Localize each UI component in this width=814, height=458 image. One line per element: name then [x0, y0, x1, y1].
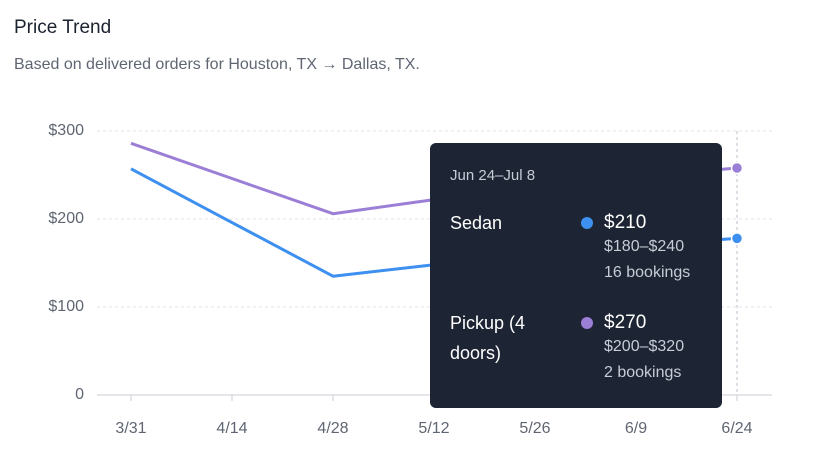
x-tick-label: 4/28: [317, 420, 348, 437]
y-tick-label: 0: [75, 386, 84, 403]
tooltip-series: Pickup (4 doors): [450, 313, 526, 363]
tooltip: Jun 24–Jul 8 Sedan $210 $180–$240 16 bookin…: [430, 143, 722, 408]
x-tick-label: 5/26: [519, 420, 550, 437]
chart-subtitle: Based on delivered orders for Houston, T…: [14, 56, 420, 73]
tooltip-count: 16 bookings: [604, 264, 691, 281]
chart-title: Price Trend: [14, 17, 112, 38]
tooltip-series: Sedan: [450, 213, 503, 233]
x-tick-label: 6/9: [625, 420, 647, 437]
x-tick-label: 6/24: [721, 420, 752, 437]
x-tick-label: 3/31: [115, 420, 146, 437]
tooltip-dot: [581, 217, 593, 229]
x-tick-label: 5/12: [418, 420, 449, 437]
hover-point: [730, 232, 744, 245]
y-tick-label: $100: [48, 298, 84, 315]
hover-point: [730, 161, 744, 175]
y-tick-label: $200: [48, 210, 84, 227]
tooltip-dot: [581, 317, 593, 329]
tooltip-value: $210: [604, 212, 647, 233]
tooltip-count: 2 bookings: [604, 364, 682, 381]
x-tick-label: 4/14: [216, 420, 247, 437]
tooltip-value: $270: [604, 312, 647, 333]
y-tick-label: $300: [48, 122, 84, 139]
tooltip-range: $200–$320: [604, 338, 685, 355]
tooltip-range: $180–$240: [604, 238, 685, 255]
tooltip-title: Jun 24–Jul 8: [450, 167, 536, 184]
